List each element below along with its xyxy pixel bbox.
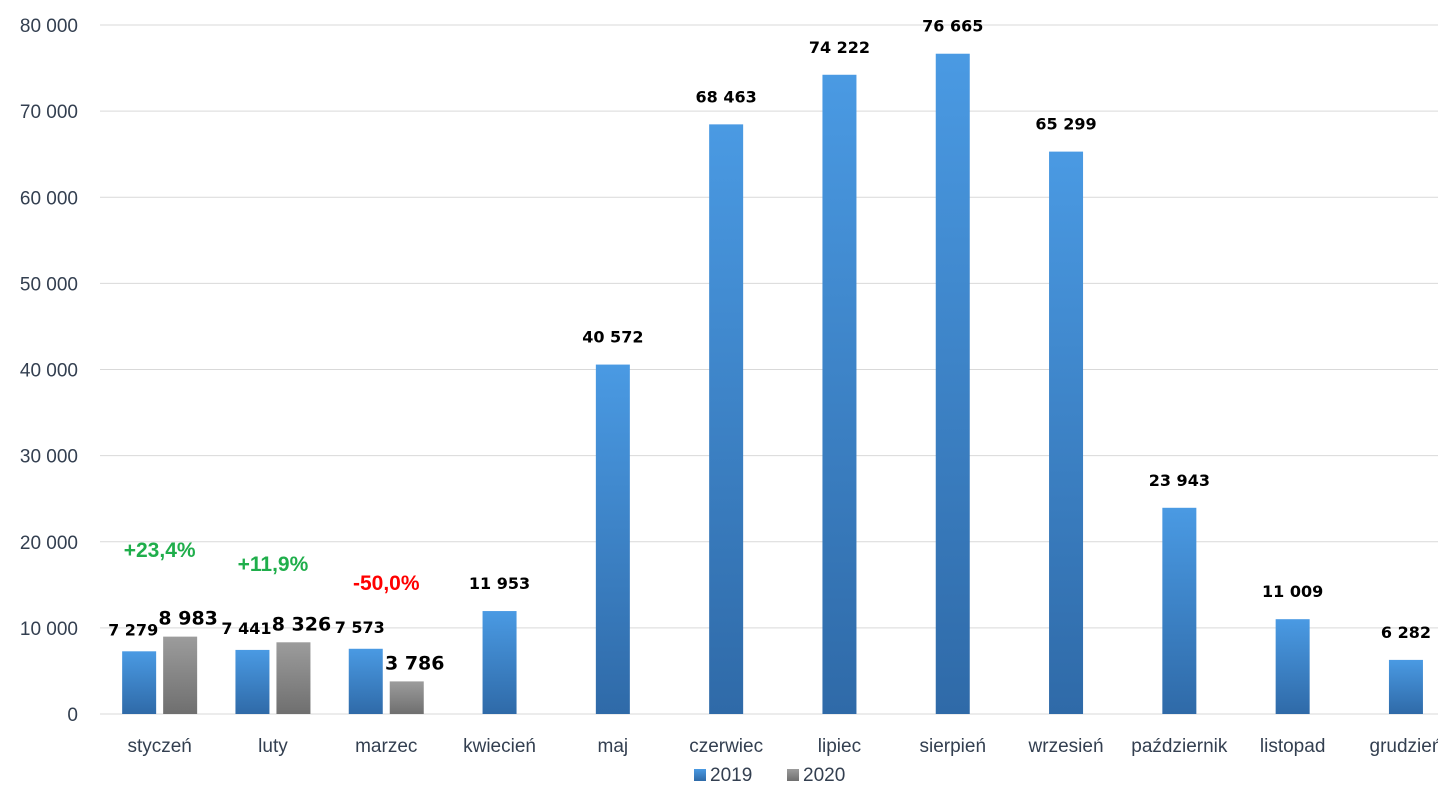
y-tick-label: 60 000 <box>20 188 78 209</box>
y-tick-label: 50 000 <box>20 274 78 295</box>
data-label-2020: 3 786 <box>385 652 445 674</box>
y-tick-label: 10 000 <box>20 619 78 640</box>
y-tick-label: 40 000 <box>20 361 78 382</box>
bars <box>122 53 1423 715</box>
x-tick-label: listopad <box>1260 736 1326 757</box>
data-label-2019: 76 665 <box>922 17 983 36</box>
percent-change-annotation: -50,0% <box>353 572 420 595</box>
bar-2019 <box>122 651 157 714</box>
data-label-2019: 23 943 <box>1149 471 1210 490</box>
y-tick-label: 20 000 <box>20 533 78 554</box>
data-label-2019: 40 572 <box>582 328 643 347</box>
data-label-2019: 7 279 <box>108 620 158 639</box>
x-tick-label: wrzesień <box>1028 736 1104 757</box>
data-label-2019: 6 282 <box>1381 623 1431 642</box>
bar-2019 <box>1049 151 1084 714</box>
percent-change-annotation: +23,4% <box>124 539 196 562</box>
data-label-2019: 68 463 <box>696 87 757 106</box>
annotations: +23,4% +11,9% -50,0% <box>124 539 420 595</box>
data-label-2019: 74 222 <box>809 38 870 57</box>
data-label-2019: 65 299 <box>1035 115 1096 134</box>
bar-2019 <box>822 74 857 715</box>
x-tick-label: luty <box>258 736 288 757</box>
data-label-2020: 8 983 <box>158 608 218 630</box>
y-axis: 0 10 000 20 000 30 000 40 000 50 000 60 000 70 … <box>20 16 78 726</box>
legend-label: 2019 <box>710 765 752 786</box>
bar-2019 <box>1275 619 1310 714</box>
bar-2019 <box>709 124 744 714</box>
data-label-2019: 11 953 <box>469 574 530 593</box>
x-tick-label: grudzień <box>1370 736 1438 757</box>
y-tick-label: 70 000 <box>20 102 78 123</box>
bar-2019 <box>482 611 517 714</box>
bar-2019 <box>1388 659 1423 714</box>
data-label-2019: 7 573 <box>335 618 385 637</box>
bar-2019 <box>595 364 630 714</box>
legend: 2019 2020 <box>694 765 845 786</box>
bar-2019 <box>235 649 270 714</box>
bar-2019 <box>935 53 970 715</box>
bar-2020 <box>163 636 198 714</box>
data-label-2019: 11 009 <box>1262 582 1323 601</box>
legend-swatch-2020 <box>787 769 799 781</box>
legend-swatch-2019 <box>694 769 706 781</box>
data-label-2020: 8 326 <box>272 613 332 635</box>
bar-2020 <box>276 642 311 714</box>
x-tick-label: kwiecień <box>463 736 536 757</box>
bar-2019 <box>348 648 383 714</box>
legend-label: 2020 <box>803 765 845 786</box>
x-tick-label: maj <box>598 736 629 757</box>
x-axis: styczeń luty marzec kwiecień maj czerwiec lipi… <box>127 736 1438 757</box>
x-tick-label: październik <box>1131 736 1228 757</box>
y-tick-label: 30 000 <box>20 447 78 468</box>
x-tick-label: czerwiec <box>689 736 763 757</box>
bar-2020 <box>389 681 424 714</box>
gridlines <box>100 24 1438 715</box>
percent-change-annotation: +11,9% <box>238 553 309 576</box>
y-tick-label: 0 <box>67 705 78 726</box>
data-label-2019: 7 441 <box>221 619 271 638</box>
y-tick-label: 80 000 <box>20 16 78 37</box>
x-tick-label: marzec <box>355 736 417 757</box>
x-tick-label: lipiec <box>818 736 861 757</box>
x-tick-label: sierpień <box>919 736 986 757</box>
bar-2019 <box>1162 507 1197 714</box>
x-tick-label: styczeń <box>127 736 191 757</box>
